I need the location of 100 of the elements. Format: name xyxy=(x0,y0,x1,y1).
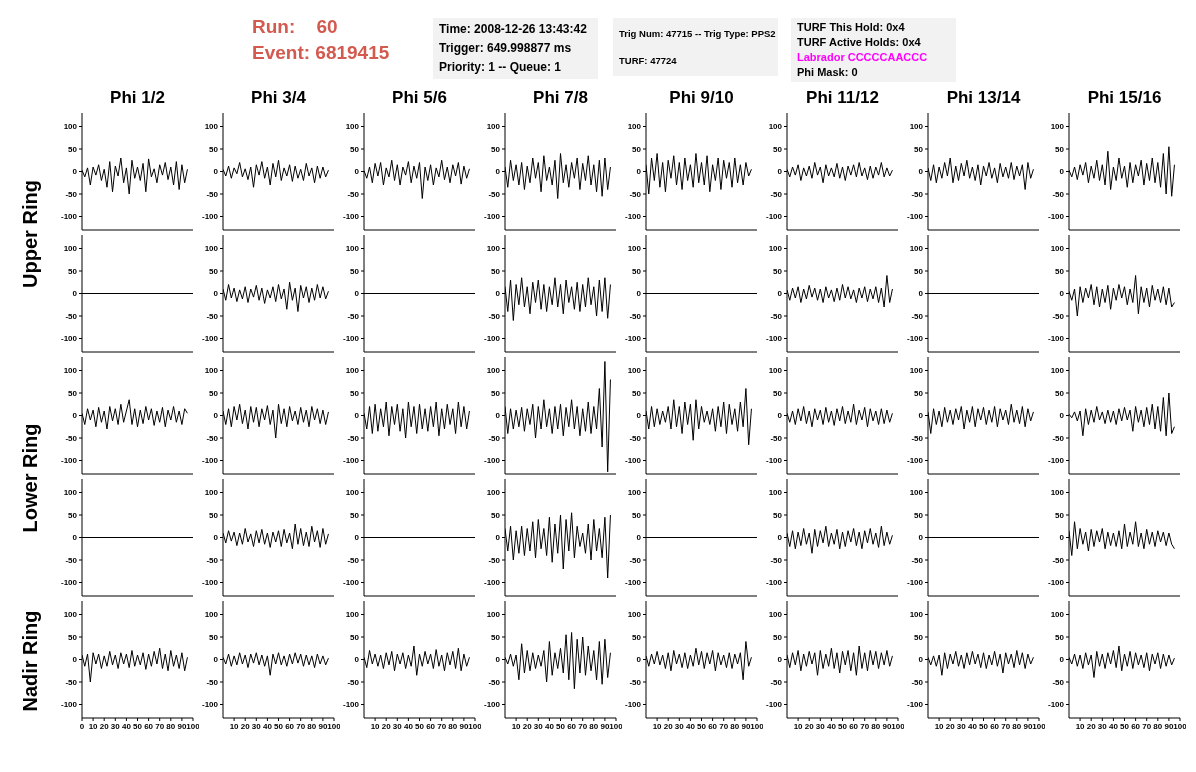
x-tick-label: 80 xyxy=(730,721,740,731)
y-tick-label: -50 xyxy=(1052,311,1065,321)
y-tick-label: -50 xyxy=(488,555,501,565)
y-tick-label: 100 xyxy=(63,366,78,376)
y-tick-label: 100 xyxy=(1050,366,1065,376)
x-tick-label: 30 xyxy=(815,721,826,731)
y-tick-label: -100 xyxy=(483,700,501,710)
y-tick-label: 50 xyxy=(350,388,360,398)
y-tick-label: -100 xyxy=(624,334,642,344)
y-tick-label: 100 xyxy=(909,488,924,498)
y-tick-label: 0 xyxy=(1059,655,1065,665)
x-tick-label: 60 xyxy=(990,721,1000,731)
y-tick-label: 100 xyxy=(345,366,360,376)
y-tick-label: 50 xyxy=(209,388,219,398)
y-tick-label: 50 xyxy=(491,388,501,398)
y-tick-label: -50 xyxy=(629,189,642,199)
y-tick-label: -100 xyxy=(342,578,360,588)
y-tick-label: -50 xyxy=(770,677,783,687)
y-tick-label: 50 xyxy=(632,388,642,398)
x-tick-label: 100 xyxy=(891,721,906,731)
y-tick-label: 0 xyxy=(636,533,642,543)
x-tick-label: 100 xyxy=(609,721,624,731)
y-tick-label: 0 xyxy=(495,655,501,665)
x-tick-label: 20 xyxy=(240,721,251,731)
x-tick-label: 10 xyxy=(511,721,522,731)
y-tick-label: -50 xyxy=(911,555,924,565)
x-tick-label: 40 xyxy=(121,721,132,731)
y-tick-label: 100 xyxy=(63,244,78,254)
y-tick-label: 100 xyxy=(1050,488,1065,498)
y-tick-label: -50 xyxy=(65,189,78,199)
y-tick-label: 0 xyxy=(495,533,501,543)
x-tick-label: 50 xyxy=(838,721,848,731)
y-tick-label: 100 xyxy=(345,122,360,132)
chart-title: Phi 11/12 xyxy=(805,88,880,108)
y-tick-label: 50 xyxy=(209,510,219,520)
y-tick-label: -100 xyxy=(1047,212,1065,222)
x-tick-label: 10 xyxy=(1075,721,1086,731)
y-tick-label: 50 xyxy=(209,266,219,276)
y-tick-label: -50 xyxy=(488,433,501,443)
y-tick-label: 50 xyxy=(350,510,360,520)
y-tick-label: -100 xyxy=(483,578,501,588)
y-tick-label: -100 xyxy=(765,212,783,222)
x-tick-label: 50 xyxy=(415,721,425,731)
x-tick-label: 100 xyxy=(1173,721,1188,731)
y-tick-label: -100 xyxy=(201,334,219,344)
x-tick-label: 80 xyxy=(448,721,458,731)
y-tick-label: -100 xyxy=(201,700,219,710)
x-tick-label: 90 xyxy=(882,721,892,731)
y-tick-label: 0 xyxy=(1059,411,1065,421)
y-tick-label: 100 xyxy=(1050,244,1065,254)
y-tick-label: 100 xyxy=(627,610,642,620)
y-tick-label: -100 xyxy=(906,578,924,588)
x-tick-label: 30 xyxy=(251,721,262,731)
x-tick-label: 10 xyxy=(652,721,663,731)
x-tick-label: 70 xyxy=(296,721,306,731)
y-tick-label: 0 xyxy=(495,411,501,421)
y-tick-label: -50 xyxy=(1052,433,1065,443)
x-tick-label: 100 xyxy=(468,721,483,731)
y-tick-label: -50 xyxy=(347,311,360,321)
y-tick-label: 50 xyxy=(68,632,78,642)
y-tick-label: 100 xyxy=(768,244,783,254)
chart-title: Phi 3/4 xyxy=(250,88,307,108)
y-tick-label: -100 xyxy=(1047,456,1065,466)
y-tick-label: -100 xyxy=(483,212,501,222)
x-tick-label: 30 xyxy=(392,721,403,731)
y-tick-label: -50 xyxy=(1052,555,1065,565)
y-tick-label: -50 xyxy=(770,555,783,565)
y-tick-label: 50 xyxy=(1055,266,1065,276)
y-tick-label: -100 xyxy=(765,334,783,344)
x-tick-label: 90 xyxy=(741,721,751,731)
x-tick-label: 60 xyxy=(144,721,154,731)
x-tick-label: 30 xyxy=(956,721,967,731)
y-tick-label: 0 xyxy=(213,289,219,299)
text: TURF This Hold: 0x4 xyxy=(797,20,906,35)
x-tick-label: 40 xyxy=(826,721,837,731)
chart-title: Phi 1/2 xyxy=(109,88,166,108)
x-tick-label: 20 xyxy=(663,721,674,731)
y-tick-label: 50 xyxy=(1055,510,1065,520)
y-tick-label: 0 xyxy=(1059,289,1065,299)
y-tick-label: -100 xyxy=(624,212,642,222)
y-tick-label: -100 xyxy=(1047,334,1065,344)
chart-title: Phi 7/8 xyxy=(532,88,589,108)
y-tick-label: -50 xyxy=(629,311,642,321)
text: TURF: 47724 xyxy=(619,53,678,68)
y-tick-label: 50 xyxy=(914,510,924,520)
y-tick-label: -50 xyxy=(65,677,78,687)
y-tick-label: 50 xyxy=(632,266,642,276)
x-tick-label: 0 xyxy=(79,721,85,731)
y-tick-label: 50 xyxy=(491,510,501,520)
y-tick-label: -100 xyxy=(906,700,924,710)
y-tick-label: -50 xyxy=(911,433,924,443)
text: Run: 60 xyxy=(252,15,339,39)
y-tick-label: 50 xyxy=(773,388,783,398)
y-tick-label: 50 xyxy=(1055,632,1065,642)
y-tick-label: 0 xyxy=(777,655,783,665)
y-tick-label: -50 xyxy=(1052,677,1065,687)
y-tick-label: -100 xyxy=(60,334,78,344)
y-tick-label: 100 xyxy=(204,488,219,498)
x-tick-label: 50 xyxy=(979,721,989,731)
y-tick-label: 100 xyxy=(63,488,78,498)
